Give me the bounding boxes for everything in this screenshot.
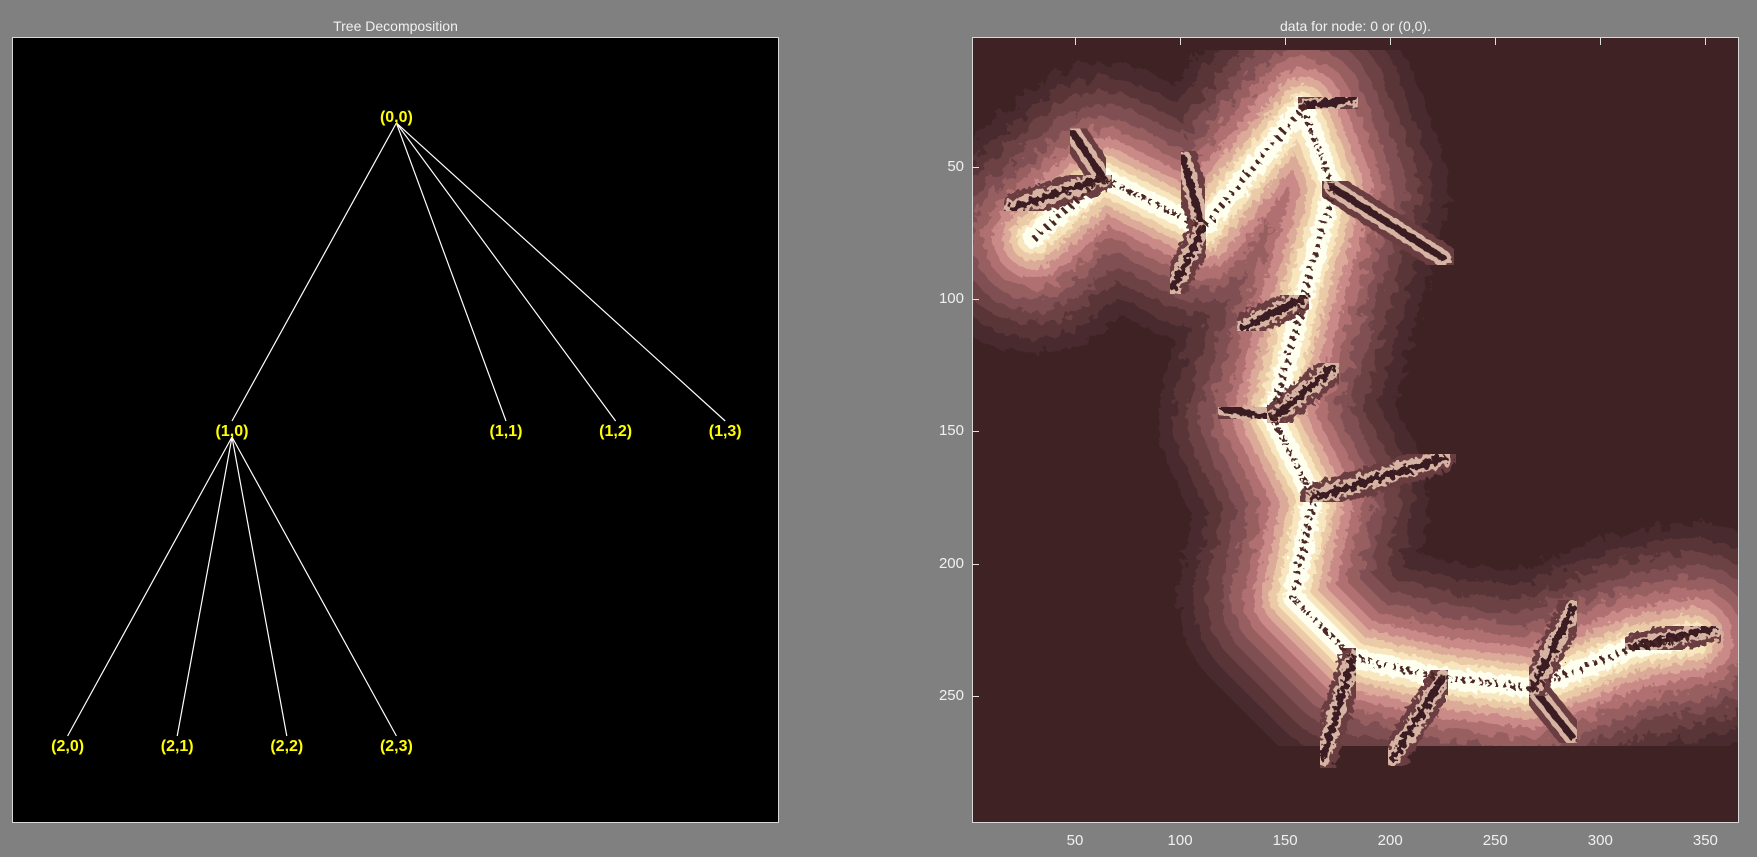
tree-node-n10[interactable]: (1,0): [216, 423, 249, 440]
tree-node-n12[interactable]: (1,2): [599, 423, 632, 440]
x-tick-mark: [1180, 38, 1182, 45]
fractal-branch-10-2: [1389, 674, 1447, 762]
x-tick-mark: [1390, 38, 1392, 45]
fractal-branch-14-2: [1239, 294, 1307, 332]
x-tick-label: 200: [1377, 832, 1403, 849]
tree-node-n00[interactable]: (0,0): [380, 109, 413, 126]
y-tick-mark: [972, 166, 979, 168]
x-tick-mark: [1285, 38, 1287, 45]
y-tick-label: 50: [947, 157, 964, 175]
x-tick-label: 50: [1066, 832, 1084, 849]
x-tick-label: 100: [1167, 832, 1193, 849]
fractal-layers: [973, 38, 1738, 803]
fractal-image: [973, 38, 1738, 822]
x-tick-label: 300: [1587, 832, 1613, 849]
tree-edge-n00-n11: [395, 122, 507, 422]
x-tick-mark: [1074, 38, 1076, 45]
x-tick-mark: [1495, 38, 1497, 45]
tree-edge-n10-n23: [231, 436, 397, 737]
tree-edge-n10-n22: [231, 436, 288, 737]
y-tick-label: 100: [938, 290, 964, 307]
tree-node-n13[interactable]: (1,3): [709, 423, 742, 440]
tree-node-n23[interactable]: (2,3): [380, 738, 413, 755]
fractal-branch-13-2: [1529, 604, 1577, 692]
fractal-branch-3-2: [1169, 224, 1207, 292]
node-data-image: [972, 37, 1739, 823]
tree-decomposition-panel: (0,0) (1,0) (1,1) (1,2) (1,3) (2,0) (2,1) (2,2)…: [12, 37, 779, 823]
tree-diagram: (0,0) (1,0) (1,1) (1,2) (1,3) (2,0) (2,1) (2,2)…: [51, 109, 742, 755]
tree-edge-n00-n13: [395, 122, 726, 422]
tree-node-n21[interactable]: (2,1): [161, 738, 194, 755]
fractal-core: [1031, 102, 1694, 692]
tree-node-n22[interactable]: (2,2): [270, 738, 303, 755]
tree-node-n11[interactable]: (1,1): [490, 423, 523, 440]
y-tick-label: 200: [938, 554, 964, 572]
x-tick-mark: [1705, 38, 1707, 45]
tree-edge-n10-n21: [176, 436, 233, 737]
x-tick-label: 350: [1692, 832, 1718, 849]
y-tick-label: 150: [938, 422, 964, 440]
tree-node-n20[interactable]: (2,0): [51, 738, 84, 755]
tree-panel-title: Tree Decomposition: [333, 18, 458, 34]
y-tick-mark: [972, 431, 979, 433]
y-tick-mark: [972, 695, 979, 697]
image-panel-title: data for node: 0 or (0,0).: [1280, 18, 1431, 34]
x-tick-mark: [1600, 38, 1602, 45]
y-tick-mark: [972, 299, 979, 300]
fractal-branch-7-2: [1309, 454, 1447, 502]
y-tick-label: 250: [938, 686, 964, 704]
tree-edge-n00-n10: [231, 122, 397, 422]
fractal-branch-1-2: [1009, 174, 1107, 212]
tree-edge-n10-n20: [67, 436, 233, 737]
x-tick-label: 150: [1272, 832, 1298, 849]
fractal-branch-15-2: [1269, 364, 1337, 422]
tree-edge-n00-n12: [395, 122, 617, 422]
x-tick-label: 250: [1482, 832, 1508, 849]
fractal-branch-4-2: [1299, 94, 1357, 112]
fractal-branch-5-2: [1329, 184, 1447, 262]
fractal-branch-9-2: [1319, 654, 1357, 762]
y-tick-mark: [972, 563, 979, 565]
fractal-branch-12-2: [1629, 624, 1717, 652]
